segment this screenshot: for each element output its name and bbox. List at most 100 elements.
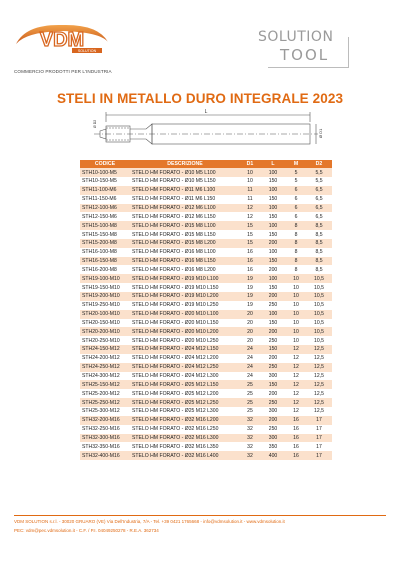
cell-description: STELO HM FORATO - Ø16 M8 L200 <box>130 265 240 275</box>
table-body: STH10-100-M5 STELO HM FORATO - Ø10 M5 L10… <box>80 168 332 461</box>
cell-d2: 12,5 <box>306 380 332 390</box>
cell-code: STH25-300-M12 <box>80 406 130 416</box>
cell-description: STELO HM FORATO - Ø32 M16 L300 <box>130 433 240 443</box>
cell-d2: 12,5 <box>306 353 332 363</box>
cell-l: 250 <box>260 300 286 310</box>
table-row: STH24-300-M12 STELO HM FORATO - Ø24 M12 L… <box>80 371 332 381</box>
table-row: STH11-150-M6 STELO HM FORATO - Ø11 M6 L15… <box>80 194 332 204</box>
cell-code: STH15-100-M8 <box>80 221 130 231</box>
logo-text: VDM <box>40 29 84 51</box>
cell-code: STH24-250-M12 <box>80 362 130 372</box>
cell-d2: 12,5 <box>306 406 332 416</box>
cell-description: STELO HM FORATO - Ø15 M8 L100 <box>130 221 240 231</box>
cell-description: STELO HM FORATO - Ø20 M10 L150 <box>130 318 240 328</box>
footer-divider <box>14 515 386 516</box>
cell-code: STH20-150-M10 <box>80 318 130 328</box>
cell-m: 10 <box>286 292 306 301</box>
product-table: CODICE DESCRIZIONE D1 L M D2 STH10-100-M… <box>80 160 332 461</box>
cell-d1: 16 <box>240 265 260 275</box>
cell-description: STELO HM FORATO - Ø24 M12 L250 <box>130 362 240 372</box>
cell-code: STH24-150-M12 <box>80 345 130 354</box>
cell-l: 100 <box>260 309 286 319</box>
footer-legal: PEC: vdm@pec.vdmsolution.it - C.F. / P.I… <box>14 528 159 533</box>
logo-tag: SOLUTION <box>78 49 97 53</box>
brand-line1: SOLUTION <box>258 29 334 45</box>
cell-m: 6 <box>286 203 306 213</box>
cell-code: STH10-150-M5 <box>80 177 130 186</box>
cell-d1: 15 <box>240 221 260 231</box>
cell-l: 250 <box>260 398 286 407</box>
cell-d2: 17 <box>306 433 332 443</box>
col-header-code: CODICE <box>80 160 130 169</box>
cell-l: 150 <box>260 212 286 222</box>
cell-m: 8 <box>286 265 306 275</box>
table-row: STH15-200-M8 STELO HM FORATO - Ø15 M8 L20… <box>80 238 332 248</box>
table-row: STH20-250-M10 STELO HM FORATO - Ø20 M10 L… <box>80 336 332 346</box>
cell-d2: 8,5 <box>306 265 332 275</box>
solution-tool-logo: SOLUTION TOOL <box>258 29 352 73</box>
cell-d1: 32 <box>240 415 260 425</box>
cell-description: STELO HM FORATO - Ø25 M12 L300 <box>130 406 240 416</box>
cell-l: 150 <box>260 230 286 239</box>
cell-m: 10 <box>286 274 306 284</box>
vdm-logo: VDM SOLUTION <box>12 22 112 62</box>
cell-d1: 32 <box>240 424 260 434</box>
cell-description: STELO HM FORATO - Ø15 M8 L150 <box>130 230 240 239</box>
col-header-m: M <box>286 160 306 169</box>
cell-l: 100 <box>260 168 286 178</box>
cell-code: STH25-150-M12 <box>80 380 130 390</box>
cell-l: 300 <box>260 371 286 381</box>
cell-d1: 25 <box>240 398 260 407</box>
cell-d2: 12,5 <box>306 398 332 407</box>
cell-d2: 6,5 <box>306 185 332 195</box>
cell-code: STH32-200-M16 <box>80 415 130 425</box>
brand-line2: TOOL <box>280 46 330 64</box>
cell-description: STELO HM FORATO - Ø32 M16 L250 <box>130 424 240 434</box>
table-row: STH24-200-M12 STELO HM FORATO - Ø24 M12 L… <box>80 353 332 363</box>
cell-l: 250 <box>260 336 286 346</box>
cell-code: STH11-100-M6 <box>80 185 130 195</box>
cell-l: 100 <box>260 221 286 231</box>
cell-d1: 24 <box>240 353 260 363</box>
cell-d2: 5,5 <box>306 177 332 186</box>
cell-d1: 25 <box>240 406 260 416</box>
table-row: STH32-400-M16 STELO HM FORATO - Ø32 M16 L… <box>80 451 332 461</box>
cell-d1: 12 <box>240 203 260 213</box>
cell-description: STELO HM FORATO - Ø24 M12 L200 <box>130 353 240 363</box>
cell-description: STELO HM FORATO - Ø15 M8 L200 <box>130 238 240 248</box>
logo-frame <box>268 37 349 68</box>
cell-d2: 8,5 <box>306 230 332 239</box>
cell-description: STELO HM FORATO - Ø24 M12 L300 <box>130 371 240 381</box>
cell-m: 16 <box>286 424 306 434</box>
cell-description: STELO HM FORATO - Ø32 M16 L400 <box>130 451 240 461</box>
cell-l: 150 <box>260 177 286 186</box>
cell-code: STH25-250-M12 <box>80 398 130 407</box>
cell-m: 8 <box>286 256 306 266</box>
cell-m: 6 <box>286 194 306 204</box>
cell-l: 150 <box>260 194 286 204</box>
logo-subtitle: COMMERCIO PRODOTTI PER L'INDUSTRIA <box>14 69 112 74</box>
cell-description: STELO HM FORATO - Ø16 M8 L100 <box>130 247 240 257</box>
cell-code: STH19-250-M10 <box>80 300 130 310</box>
cell-l: 300 <box>260 406 286 416</box>
table-row: STH12-150-M6 STELO HM FORATO - Ø12 M6 L15… <box>80 212 332 222</box>
cell-l: 250 <box>260 362 286 372</box>
table-row: STH20-200-M10 STELO HM FORATO - Ø20 M10 L… <box>80 327 332 337</box>
footer-address: VDM SOLUTION s.r.l. - 30020 GRUARO (VE) … <box>14 519 285 524</box>
cell-m: 16 <box>286 415 306 425</box>
table-row: STH25-250-M12 STELO HM FORATO - Ø25 M12 L… <box>80 398 332 407</box>
cell-d2: 5,5 <box>306 168 332 178</box>
cell-d2: 17 <box>306 415 332 425</box>
table-row: STH25-200-M12 STELO HM FORATO - Ø25 M12 L… <box>80 389 332 399</box>
cell-code: STH19-200-M10 <box>80 292 130 301</box>
cell-l: 150 <box>260 380 286 390</box>
table-row: STH12-100-M6 STELO HM FORATO - Ø12 M6 L10… <box>80 203 332 213</box>
cell-d1: 25 <box>240 380 260 390</box>
table-row: STH15-100-M8 STELO HM FORATO - Ø15 M8 L10… <box>80 221 332 231</box>
cell-m: 10 <box>286 327 306 337</box>
cell-d1: 32 <box>240 433 260 443</box>
cell-d1: 16 <box>240 256 260 266</box>
dim-d2-label: Ø D2 <box>93 120 97 128</box>
cell-d1: 12 <box>240 212 260 222</box>
cell-l: 200 <box>260 415 286 425</box>
